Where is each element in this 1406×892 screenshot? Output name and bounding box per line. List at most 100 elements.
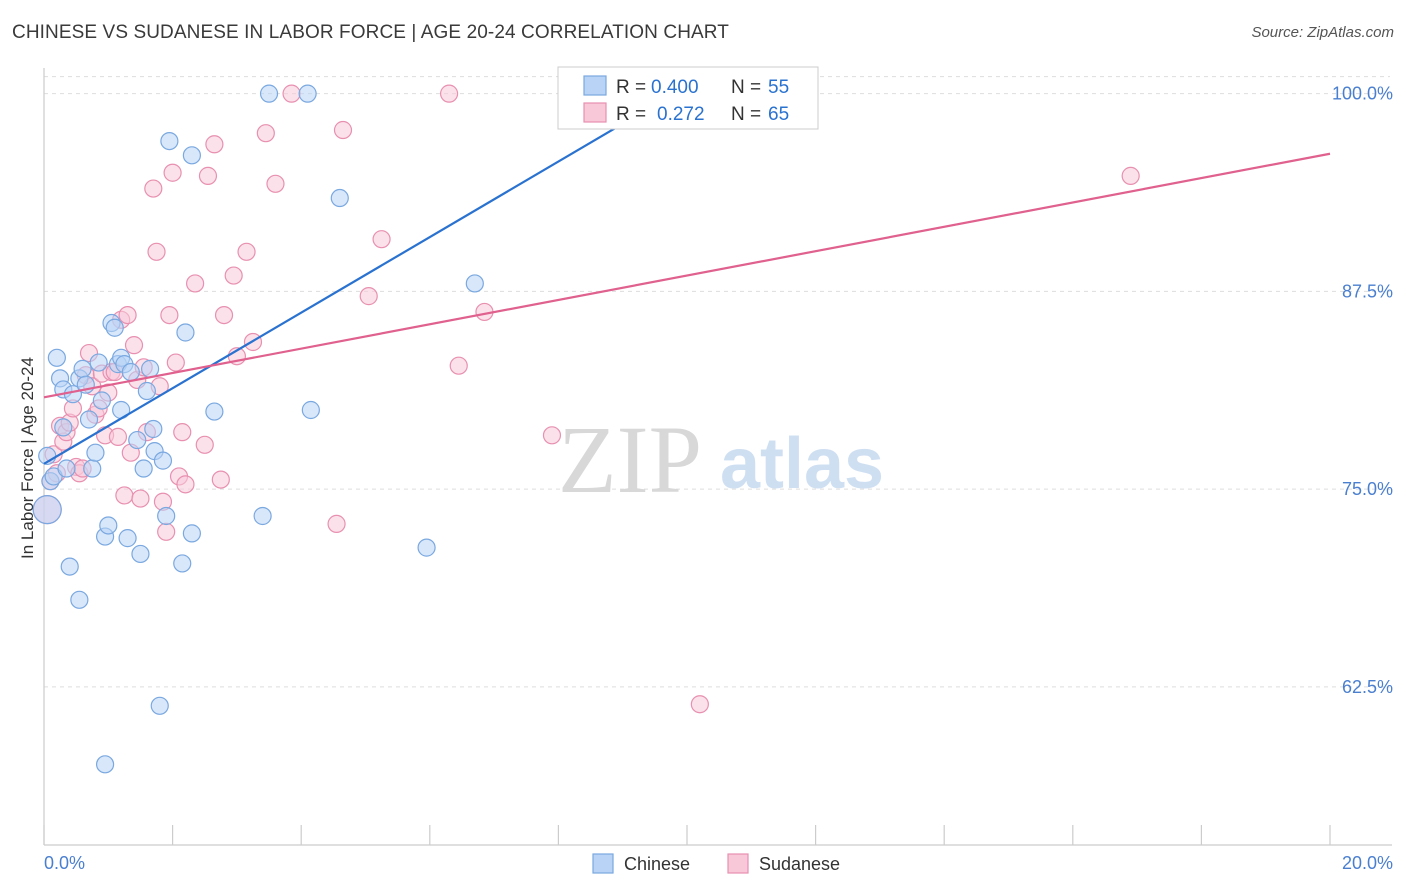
sudanese-point [108, 427, 128, 446]
chinese-point [92, 391, 111, 410]
chinese-point [153, 451, 173, 470]
sudanese-point [327, 514, 346, 533]
chinese-r-value: 0.400 [651, 77, 699, 98]
sudanese-point [198, 166, 218, 185]
chinese-point [99, 516, 118, 535]
sudanese-point [237, 242, 256, 261]
sudanese-point [176, 475, 195, 494]
gridlines [44, 76, 1390, 688]
sudanese-point [166, 353, 185, 372]
chinese-point [47, 348, 66, 367]
chinese-series-swatch [592, 853, 614, 874]
x-tick-label-1: 20.0% [1342, 853, 1393, 873]
chinese-point [121, 362, 140, 382]
chinese-point [89, 353, 108, 372]
sudanese-point [214, 305, 234, 325]
chinese-point [32, 495, 62, 525]
source-label: Source: ZipAtlas.com [1251, 24, 1394, 41]
sudanese-point [205, 135, 224, 154]
sudanese-point [449, 356, 468, 375]
sudanese-point [439, 84, 459, 103]
chinese-point [417, 538, 436, 557]
sudanese-point [690, 695, 709, 714]
sudanese-point [1121, 166, 1140, 185]
chinese-point [131, 544, 150, 564]
chinese-point [70, 590, 89, 609]
chinese-point [253, 506, 272, 526]
sudanese-point [118, 305, 137, 325]
chinese-point [134, 459, 153, 478]
sudanese-series-label: Sudanese [759, 854, 840, 874]
chinese-legend-swatch [583, 75, 607, 96]
chinese-r-label: R = [616, 77, 646, 98]
sudanese-point [359, 287, 378, 306]
chinese-n-label: N = [731, 77, 761, 98]
chart-title: CHINESE VS SUDANESE IN LABOR FORCE | AGE… [12, 22, 729, 43]
chinese-series-label: Chinese [624, 854, 690, 874]
sudanese-point [157, 522, 176, 541]
y-tick-labels: 62.5% 75.0% 87.5% 100.0% [1332, 84, 1393, 697]
sudanese-point [372, 230, 391, 249]
sudanese-r-value: 0.272 [657, 104, 705, 125]
chinese-point [54, 418, 73, 437]
sudanese-point [224, 266, 243, 285]
chinese-point [301, 400, 320, 420]
chinese-point [137, 381, 156, 401]
y-tick-label-0: 62.5% [1342, 677, 1393, 697]
sudanese-point [266, 174, 285, 193]
chinese-point [205, 402, 224, 421]
chinese-point [83, 459, 102, 478]
sudanese-point [282, 84, 301, 103]
chinese-point [330, 188, 349, 208]
chinese-points [32, 84, 581, 774]
sudanese-legend-swatch [583, 102, 607, 123]
sudanese-point [256, 124, 275, 143]
y-tick-label-1: 75.0% [1342, 479, 1393, 499]
chinese-point [182, 146, 201, 165]
chinese-point [86, 443, 105, 462]
watermark-zip: ZIP [558, 406, 702, 513]
y-tick-label-2: 87.5% [1342, 281, 1393, 301]
sudanese-r-label: R = [616, 104, 646, 125]
chinese-point [57, 459, 76, 478]
sudanese-point [147, 242, 166, 261]
chinese-point [73, 359, 92, 378]
chinese-trendline [43, 73, 707, 465]
y-tick-label-3: 100.0% [1332, 84, 1393, 104]
chinese-point [259, 84, 279, 103]
chinese-point [105, 318, 124, 337]
chinese-n-value: 55 [768, 77, 789, 98]
chinese-point [157, 506, 176, 526]
sudanese-point [131, 489, 150, 508]
chinese-point [60, 557, 79, 576]
chinese-point [465, 274, 484, 293]
chinese-point [118, 529, 137, 548]
watermark-atlas: atlas [720, 424, 884, 504]
sudanese-point [124, 336, 144, 355]
chinese-point [79, 410, 99, 429]
trendlines [43, 73, 1331, 465]
axes [43, 68, 1392, 846]
stats-legend: R = 0.400 N = 55 R = 0.272 N = 65 [557, 66, 819, 130]
chinese-point [128, 430, 147, 450]
chinese-point [173, 554, 192, 573]
chinese-point [182, 524, 201, 543]
sudanese-trendline [43, 152, 1331, 399]
chinese-point [176, 323, 195, 342]
y-axis-label: In Labor Force | Age 20-24 [18, 357, 37, 559]
sudanese-point [195, 435, 214, 454]
sudanese-point [163, 163, 182, 182]
sudanese-point [333, 120, 353, 140]
chinese-point [150, 696, 169, 715]
chinese-point [140, 359, 160, 378]
x-tick-labels: 0.0% 20.0% [44, 853, 1393, 873]
sudanese-point [144, 179, 163, 198]
watermark: ZIP atlas [558, 406, 884, 513]
sudanese-point [160, 305, 179, 325]
x-tick-label-0: 0.0% [44, 853, 85, 873]
sudanese-points [32, 84, 1140, 714]
chinese-point [160, 131, 179, 151]
sudanese-point [211, 470, 230, 489]
sudanese-n-label: N = [731, 104, 761, 125]
